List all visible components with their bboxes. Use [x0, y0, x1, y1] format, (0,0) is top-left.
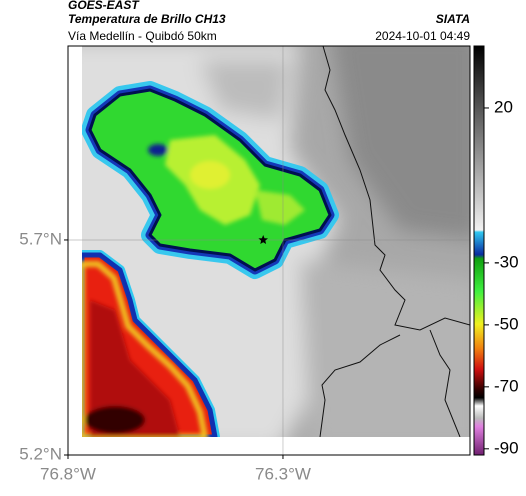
x-tick-label: 76.3°W — [255, 464, 311, 483]
product: Temperatura de Brillo CH13 — [68, 12, 226, 26]
datetime: 2024-10-01 04:49 — [375, 29, 470, 43]
x-tick-label: 76.8°W — [40, 464, 96, 483]
satellite-image — [82, 46, 470, 437]
y-tick-label: 5.7°N — [19, 229, 62, 248]
location-marker — [258, 235, 268, 244]
colorbar-tick-label: -70 — [494, 376, 519, 395]
satellite: GOES-EAST — [68, 0, 140, 12]
grid — [68, 46, 470, 455]
colorbar-tick-label: -50 — [494, 314, 519, 333]
colorbar-tick-label: -30 — [494, 252, 519, 271]
colorbar-tick-label: -90 — [494, 438, 519, 457]
source: SIATA — [436, 12, 470, 26]
colorbar-tick-label: 20 — [494, 97, 513, 116]
y-tick-label: 5.2°N — [19, 444, 62, 463]
region: Vía Medellín - Quibdó 50km — [68, 29, 217, 43]
map-frame — [67, 45, 471, 456]
colorbar — [473, 45, 485, 456]
